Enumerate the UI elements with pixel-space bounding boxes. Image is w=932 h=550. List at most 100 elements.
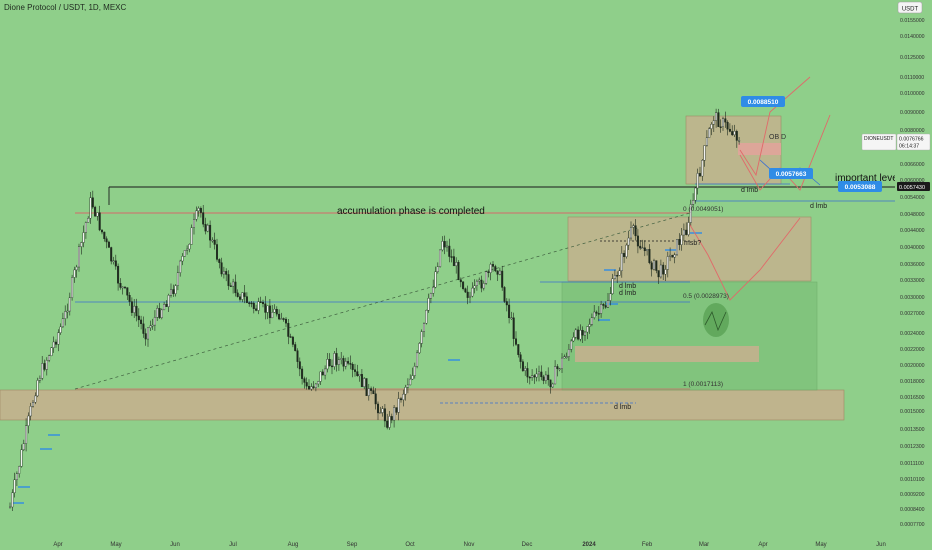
- y-tick-label: 0.0008400: [900, 507, 925, 513]
- candle-body: [59, 326, 62, 333]
- level-price-text: 0.0057430: [899, 185, 925, 191]
- candle-body: [678, 239, 681, 245]
- candle-body: [75, 266, 78, 271]
- candle-body: [452, 256, 455, 267]
- candle-body: [123, 286, 126, 289]
- candle-body: [91, 197, 94, 208]
- candle-body: [285, 318, 288, 324]
- candle-body: [61, 318, 64, 328]
- candle-body: [538, 371, 541, 375]
- candle-body: [73, 269, 76, 278]
- candle-body: [471, 287, 474, 297]
- candle-body: [666, 256, 669, 270]
- annotation-text: d lmb: [619, 290, 636, 297]
- candle-body: [119, 283, 122, 288]
- candle-body: [248, 302, 251, 304]
- candle-body: [616, 275, 619, 277]
- candle-body: [199, 207, 202, 213]
- x-tick-label: Apr: [53, 542, 62, 548]
- y-tick-label: 0.0048000: [900, 212, 925, 218]
- candle-body: [314, 383, 317, 388]
- candle-body: [370, 388, 373, 391]
- candle-body: [593, 311, 596, 318]
- candle-body: [356, 371, 359, 377]
- candle-body: [11, 492, 14, 508]
- candle-body: [183, 250, 186, 257]
- candle-body: [89, 197, 92, 219]
- x-tick-label: May: [815, 542, 826, 548]
- x-tick-label: Sep: [347, 542, 358, 548]
- candle-body: [542, 376, 545, 381]
- candle-body: [130, 301, 133, 313]
- candle-body: [110, 247, 113, 262]
- annotation-text: msb?: [684, 240, 701, 247]
- candle-body: [595, 311, 598, 314]
- candle-body: [480, 279, 483, 289]
- candle-body: [607, 300, 610, 308]
- candle-body: [241, 292, 244, 300]
- y-tick-label: 0.0024000: [900, 331, 925, 337]
- candle-body: [498, 270, 501, 275]
- y-tick-label: 0.0054000: [900, 195, 925, 201]
- candle-body: [275, 308, 278, 315]
- candle-body: [204, 223, 207, 232]
- candle-body: [473, 285, 476, 289]
- y-tick-label: 0.0010100: [900, 477, 925, 483]
- candle-body: [671, 254, 674, 258]
- candle-body: [8, 506, 11, 509]
- candle-body: [146, 327, 149, 340]
- candle-body: [726, 121, 729, 130]
- candle-body: [250, 302, 253, 305]
- candle-body: [630, 227, 633, 239]
- candle-body: [215, 244, 218, 260]
- candle-body: [524, 368, 527, 371]
- candle-body: [717, 112, 720, 127]
- y-tick-label: 0.0009200: [900, 492, 925, 498]
- candle-body: [144, 333, 147, 340]
- candle-body: [466, 291, 469, 298]
- y-tick-label: 0.0066000: [900, 162, 925, 168]
- candle-body: [45, 360, 48, 370]
- candle-body: [715, 112, 718, 121]
- candle-body: [181, 256, 184, 262]
- candle-body: [229, 285, 232, 287]
- candle-body: [149, 325, 152, 329]
- candle-body: [572, 336, 575, 342]
- x-tick-label: Jun: [170, 542, 180, 548]
- y-tick-label: 0.0036000: [900, 262, 925, 268]
- candle-body: [554, 366, 557, 385]
- candle-body: [600, 304, 603, 314]
- annotation-text: accumulation phase is completed: [337, 206, 485, 217]
- candle-body: [87, 218, 90, 223]
- candle-body: [703, 145, 706, 161]
- candle-body: [271, 312, 274, 319]
- y-tick-label: 0.0110000: [900, 75, 924, 81]
- candle-body: [708, 128, 711, 138]
- candle-body: [462, 281, 465, 289]
- candle-body: [188, 244, 191, 250]
- annotation-text: OB D: [769, 134, 786, 141]
- projection-squiggle: [704, 310, 727, 332]
- candle-body: [487, 271, 490, 273]
- candle-body: [625, 244, 628, 257]
- candle-body: [278, 313, 281, 320]
- candle-body: [404, 387, 407, 395]
- candle-body: [360, 374, 363, 388]
- candle-body: [57, 332, 60, 345]
- candle-body: [234, 281, 237, 294]
- candle-body: [590, 317, 593, 325]
- y-tick-label: 0.0013500: [900, 427, 925, 433]
- candle-body: [602, 304, 605, 306]
- candle-body: [446, 245, 449, 248]
- symbol-tag-text: DIONEUSDT: [864, 136, 893, 142]
- candle-body: [570, 340, 573, 350]
- candle-body: [52, 341, 55, 348]
- candle-body: [13, 479, 16, 494]
- price-axis: USDT 0.0155000 0.0140000 0.0125000 0.0110000…: [861, 0, 932, 550]
- candle-body: [547, 374, 550, 381]
- candle-body: [579, 330, 582, 340]
- candle-body: [735, 131, 738, 141]
- forecast-path-3: [689, 217, 801, 301]
- candle-body: [705, 137, 708, 146]
